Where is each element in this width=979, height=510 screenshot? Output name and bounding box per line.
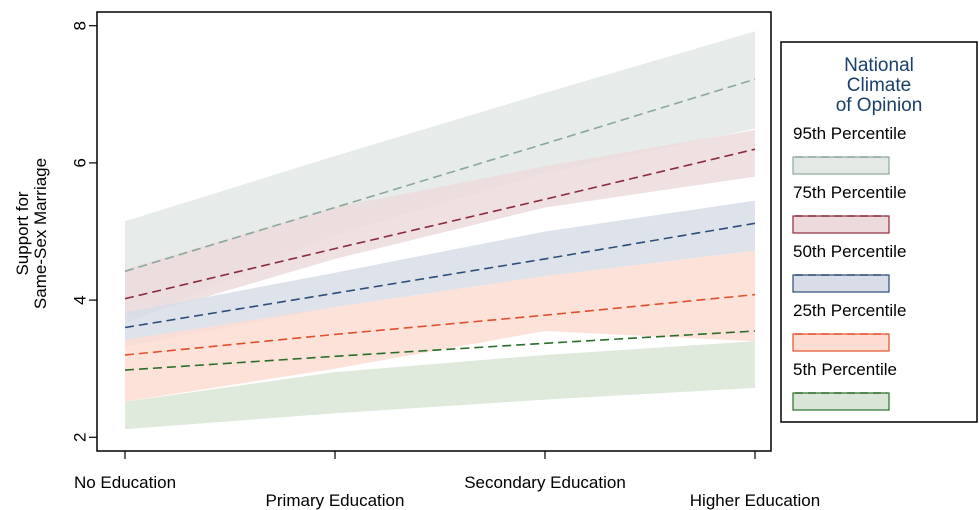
legend-label-0: 95th Percentile	[793, 124, 906, 143]
x-tick-label-1: Primary Education	[266, 491, 405, 510]
y-axis: 2 4 6 8	[71, 21, 97, 442]
legend-swatch-2	[792, 274, 890, 293]
confidence-bands	[125, 31, 755, 430]
y-tick-label-3: 8	[71, 21, 90, 30]
band-3	[125, 250, 755, 402]
legend-label-1: 75th Percentile	[793, 183, 906, 202]
legend-title-line-1: Climate	[847, 75, 911, 96]
band-2	[125, 200, 755, 347]
series-line-0	[124, 78, 756, 273]
series-line-4	[124, 330, 756, 371]
y-tick-label-2: 6	[71, 158, 90, 167]
x-axis: No Education Primary Education Secondary E…	[74, 451, 820, 510]
legend-title-line-2: of Opinion	[836, 95, 923, 116]
band-4	[125, 341, 755, 430]
legend-label-4: 5th Percentile	[793, 360, 897, 379]
legend-swatch-1	[792, 215, 890, 234]
legend-title-line-0: National	[844, 55, 914, 76]
legend-swatch-0	[792, 156, 890, 175]
plot-frame	[96, 11, 772, 452]
legend-swatch-3	[792, 333, 890, 352]
legend-label-2: 50th Percentile	[793, 242, 906, 261]
band-1	[125, 130, 755, 321]
y-axis-label-line-0: Support for	[13, 191, 32, 275]
x-tick-label-2: Secondary Education	[464, 473, 626, 492]
series-line-3	[124, 293, 756, 356]
x-tick-label-3: Higher Education	[690, 491, 820, 510]
legend-swatch-4	[792, 392, 890, 411]
series-line-2	[124, 222, 756, 329]
x-tick-label-0: No Education	[74, 473, 176, 492]
legend-label-3: 25th Percentile	[793, 301, 906, 320]
series-lines	[124, 78, 756, 371]
y-axis-label-line-1: Same-Sex Marriage	[31, 158, 50, 309]
series-line-1	[124, 148, 756, 300]
y-tick-label-1: 4	[71, 295, 90, 304]
y-tick-label-0: 2	[71, 433, 90, 442]
y-axis-label: Support for Same-Sex Marriage	[13, 158, 50, 309]
